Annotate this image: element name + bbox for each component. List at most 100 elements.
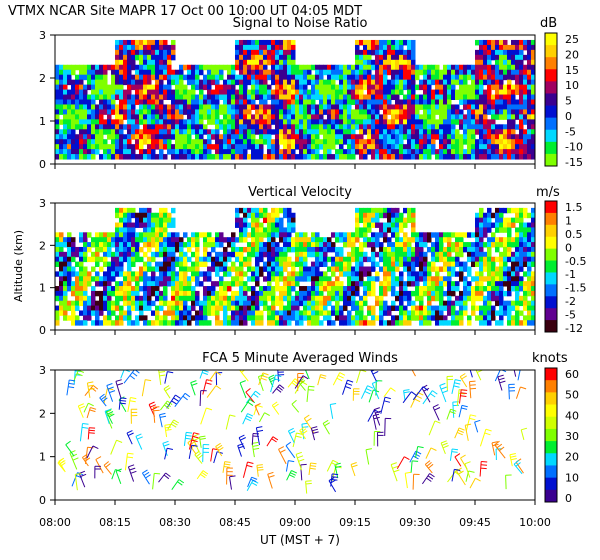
heatmap-cell xyxy=(383,114,388,120)
heatmap-cell xyxy=(511,89,516,96)
heatmap-cell xyxy=(331,99,336,105)
heatmap-cell xyxy=(387,266,392,272)
heatmap-cell xyxy=(491,261,496,267)
heatmap-cell xyxy=(395,242,400,248)
heatmap-cell xyxy=(215,315,220,321)
heatmap-cell xyxy=(271,39,276,46)
heatmap-cell xyxy=(451,300,456,307)
heatmap-cell xyxy=(291,212,296,219)
heatmap-cell xyxy=(279,295,284,302)
heatmap-cell xyxy=(119,281,124,287)
heatmap-cell xyxy=(479,261,484,267)
heatmap-cell xyxy=(55,124,60,130)
heatmap-cell xyxy=(423,286,428,292)
heatmap-cell xyxy=(331,232,336,238)
wind-barb-flag xyxy=(440,386,447,390)
heatmap-cell xyxy=(351,290,356,297)
heatmap-cell xyxy=(479,212,484,219)
heatmap-cell xyxy=(391,69,396,76)
heatmap-cell xyxy=(119,74,124,81)
heatmap-cell xyxy=(483,49,488,56)
heatmap-cell xyxy=(263,59,268,66)
heatmap-cell xyxy=(115,261,120,267)
heatmap-cell xyxy=(79,114,84,120)
heatmap-cell xyxy=(87,310,92,316)
heatmap-cell xyxy=(395,305,400,311)
heatmap-cell xyxy=(523,237,528,243)
heatmap-cell xyxy=(407,39,412,46)
heatmap-cell xyxy=(239,89,244,96)
wind-barb xyxy=(202,379,207,395)
heatmap-cell xyxy=(223,149,228,155)
heatmap-cell xyxy=(431,310,436,316)
heatmap-cell xyxy=(307,89,312,96)
heatmap-cell xyxy=(127,212,132,219)
heatmap-cell xyxy=(327,310,332,316)
heatmap-cell xyxy=(155,134,160,140)
heatmap-cell xyxy=(95,79,100,86)
heatmap-cell xyxy=(111,139,116,145)
heatmap-cell xyxy=(303,74,308,81)
heatmap-cell xyxy=(151,237,156,243)
heatmap-cell xyxy=(495,212,500,219)
heatmap-cell xyxy=(359,54,364,61)
heatmap-cell xyxy=(255,237,260,243)
heatmap-cell xyxy=(211,261,216,267)
heatmap-cell xyxy=(187,266,192,272)
heatmap-cell xyxy=(315,109,320,115)
heatmap-cell xyxy=(79,139,84,145)
heatmap-cell xyxy=(411,89,416,96)
heatmap-cell xyxy=(471,300,476,307)
heatmap-cell xyxy=(71,109,76,115)
heatmap-cell xyxy=(423,315,428,321)
heatmap-cell xyxy=(479,207,484,214)
heatmap-cell xyxy=(295,271,300,277)
heatmap-cell xyxy=(499,99,504,105)
heatmap-cell xyxy=(511,237,516,243)
heatmap-cell xyxy=(291,261,296,267)
heatmap-cell xyxy=(527,39,532,46)
heatmap-cell xyxy=(235,104,240,110)
heatmap-cell xyxy=(531,89,535,96)
heatmap-cell xyxy=(411,300,416,307)
winds-unit: knots xyxy=(532,351,568,366)
heatmap-cell xyxy=(279,222,284,228)
heatmap-cell xyxy=(403,217,408,224)
heatmap-cell xyxy=(523,256,528,263)
heatmap-cell xyxy=(363,69,368,76)
heatmap-cell xyxy=(447,300,452,307)
heatmap-cell xyxy=(463,246,468,253)
heatmap-cell xyxy=(383,154,388,160)
heatmap-cell xyxy=(267,266,272,272)
heatmap-cell xyxy=(151,320,156,326)
heatmap-cell xyxy=(151,276,156,282)
heatmap-cell xyxy=(423,290,428,297)
heatmap-cell xyxy=(399,69,404,76)
heatmap-cell xyxy=(447,134,452,140)
heatmap-cell xyxy=(119,64,124,71)
heatmap-cell xyxy=(219,286,224,292)
heatmap-cell xyxy=(211,64,216,71)
wind-barb-flag xyxy=(150,404,156,408)
heatmap-cell xyxy=(343,139,348,145)
heatmap-cell xyxy=(439,149,444,155)
heatmap-cell xyxy=(95,246,100,253)
heatmap-cell xyxy=(483,154,488,160)
heatmap-cell xyxy=(119,79,124,86)
heatmap-cell xyxy=(75,261,80,267)
heatmap-cell xyxy=(351,94,356,100)
heatmap-cell xyxy=(295,295,300,302)
heatmap-cell xyxy=(507,114,512,120)
heatmap-cell xyxy=(295,124,300,130)
heatmap-cell xyxy=(123,59,128,66)
heatmap-cell xyxy=(371,129,376,135)
heatmap-cell xyxy=(495,144,500,150)
heatmap-cell xyxy=(499,129,504,135)
heatmap-cell xyxy=(347,286,352,292)
heatmap-cell xyxy=(167,149,172,155)
heatmap-cell xyxy=(75,119,80,125)
heatmap-cell xyxy=(255,69,260,76)
heatmap-cell xyxy=(195,104,200,110)
heatmap-cell xyxy=(323,310,328,316)
heatmap-cell xyxy=(527,124,532,130)
